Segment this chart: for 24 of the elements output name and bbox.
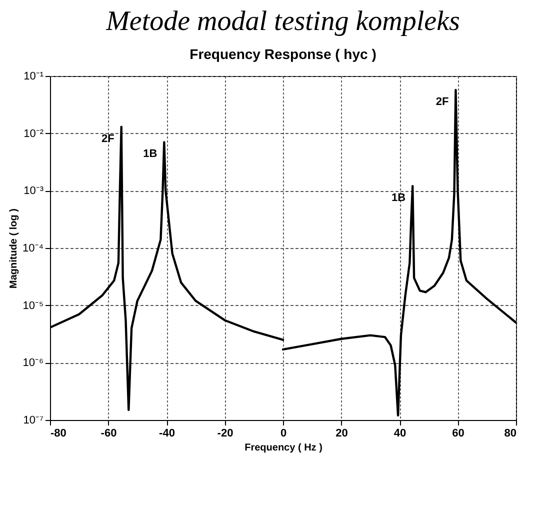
x-tick-label: -20 [217,428,234,440]
x-tick-label: -40 [159,428,175,440]
y-tick-label: 10⁻⁵ [22,300,44,312]
y-tick-label: 10⁻⁴ [22,242,44,254]
chart-title: Metode modal testing kompleks [105,6,460,37]
x-tick-label: 20 [336,428,348,440]
y-tick-label: 10⁻² [24,128,44,140]
annotation: 2F [436,96,449,108]
y-tick-label: 10⁻³ [24,185,44,198]
y-tick-label: 10⁻¹ [24,70,44,82]
y-tick-label: 10⁻⁶ [22,357,44,370]
chart-subtitle: Frequency Response ( hyc ) [190,46,376,62]
annotation: 1B [143,148,158,160]
x-tick-label: 40 [394,428,406,440]
y-tick-label: 10⁻⁷ [23,414,44,426]
annotation: 1B [392,192,406,204]
x-tick-label: 80 [504,428,516,440]
x-tick-label: 60 [452,428,464,440]
x-tick-label: -80 [50,428,66,440]
x-tick-label: 0 [280,428,287,440]
y-axis-title: Magnitude ( log ) [8,208,20,288]
x-axis-title: Frequency ( Hz ) [244,442,322,454]
x-tick-label: -60 [100,428,117,440]
annotation: 2F [102,132,115,145]
